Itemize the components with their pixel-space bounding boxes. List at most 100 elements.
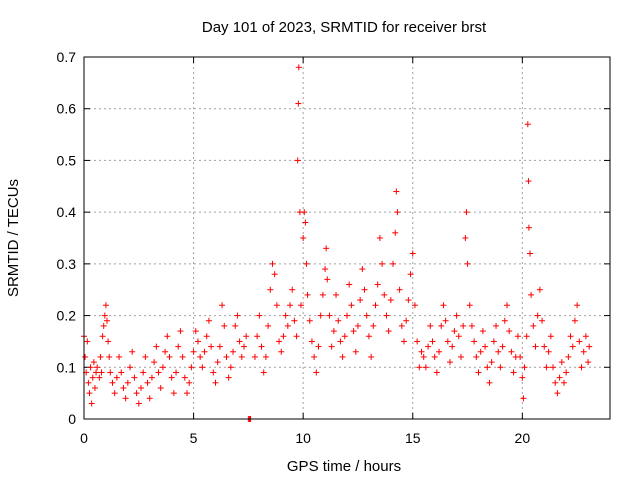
data-point [558,359,565,366]
grid-lines [84,57,610,419]
data-point [344,312,350,319]
data-point [477,348,484,355]
data-point [100,322,107,329]
data-point [379,260,386,267]
data-point [230,348,237,355]
data-point [580,348,587,355]
data-point [453,312,460,319]
data-point [175,343,182,350]
data-point [109,379,116,386]
data-point [234,312,241,319]
data-point [451,328,458,335]
data-point [346,281,353,288]
data-point [168,374,175,381]
data-point [541,343,548,350]
data-point [214,359,221,366]
data-point [550,364,557,371]
data-point [254,333,261,340]
data-point [523,333,530,340]
data-point [137,384,144,391]
data-point [532,343,539,350]
data-point [294,157,301,164]
data-point [262,353,269,360]
data-point [102,302,109,309]
data-point [361,286,368,293]
data-point [365,333,372,340]
data-point [341,333,348,340]
data-point [409,250,416,257]
data-point [471,338,478,345]
data-point [519,374,526,381]
data-point [381,291,388,298]
data-point [105,338,112,345]
data-point [493,322,500,329]
data-point [265,322,272,329]
data-point [372,302,379,309]
axis-ticks: 0 0.1 0.2 0.3 0.4 0.5 0.6 0.7 0 5 10 15 20 [57,49,610,446]
data-point [335,317,342,324]
data-point [339,353,346,360]
data-point [457,353,464,360]
y-axis-title: SRMTID / TECUs [5,179,22,297]
data-point [324,276,331,283]
data-point [190,348,197,355]
data-point [363,312,370,319]
data-point [407,271,414,278]
data-point [488,359,495,366]
chart-title: Day 101 of 2023, SRMTID for receiver brs… [202,19,487,36]
data-point [574,302,581,309]
data-point [232,322,239,329]
data-point [269,260,276,267]
x-tick-label: 15 [405,430,421,446]
data-point [427,322,434,329]
data-point [221,322,228,329]
data-point [111,390,118,397]
data-point [107,369,114,376]
data-point [495,348,502,355]
data-point [260,369,267,376]
data-point [99,333,106,340]
data-point [295,64,302,71]
data-point [267,286,274,293]
data-point [482,343,489,350]
data-point [120,384,127,391]
y-tick-label: 0.5 [57,152,77,168]
data-point [116,353,123,360]
data-point [219,302,226,309]
data-point [184,390,191,397]
data-point [517,353,524,360]
data-point [155,369,162,376]
plot-frame [83,56,611,420]
data-point [396,286,403,293]
data-point [173,369,180,376]
data-point [508,348,515,355]
data-point [127,364,134,371]
data-point [565,353,572,360]
y-tick-label: 0.2 [57,308,77,324]
data-point [534,312,541,319]
data-point [468,322,475,329]
data-point [223,353,230,360]
data-point [210,369,217,376]
data-point [525,178,532,185]
data-point [118,369,125,376]
data-point [521,364,528,371]
data-point [455,333,462,340]
data-point [398,322,405,329]
data-point [425,343,432,350]
data-point [306,317,313,324]
data-point [350,328,357,335]
data-point [394,209,401,216]
data-point [87,364,94,371]
data-point [536,286,543,293]
data-point [506,328,513,335]
data-point [520,395,527,402]
data-point [291,317,298,324]
data-point [462,235,469,241]
data-point [501,317,508,324]
data-point [315,343,322,350]
data-point [208,343,215,350]
data-point [578,364,585,371]
data-point [473,353,480,360]
data-point [418,348,425,355]
